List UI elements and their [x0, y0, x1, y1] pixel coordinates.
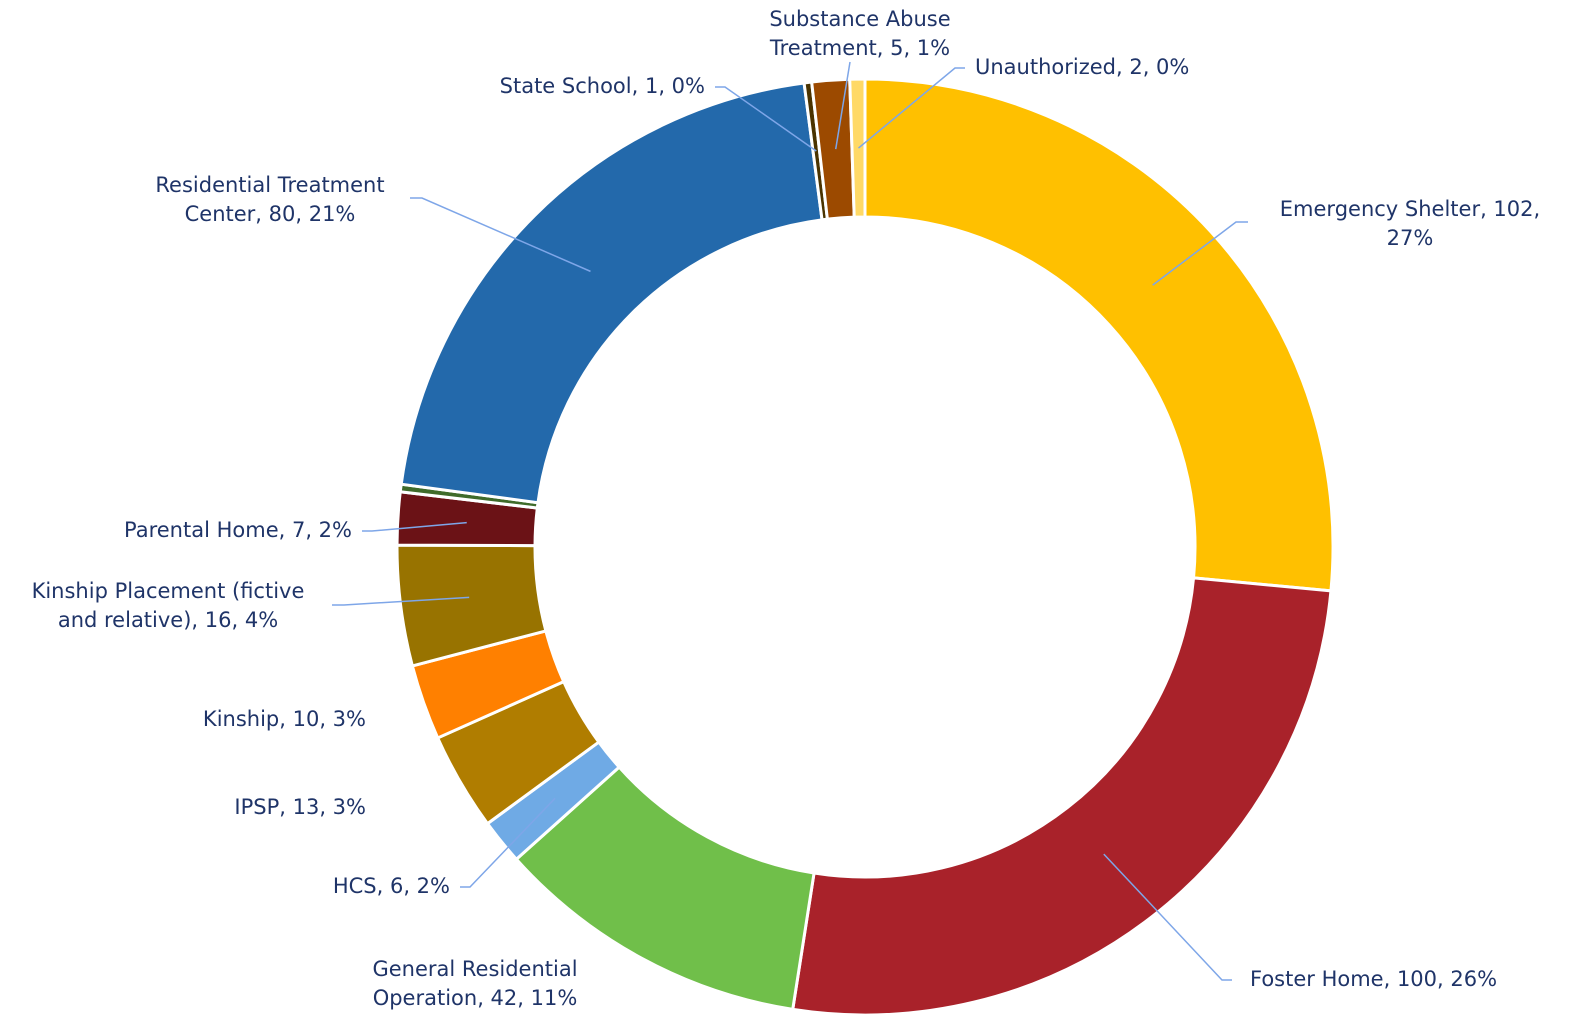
slice	[863, 77, 1335, 593]
data-label: Kinship, 10, 3%	[203, 707, 366, 731]
data-label: General Residential	[372, 957, 577, 981]
slice	[791, 576, 1333, 1017]
data-label: Operation, 42, 11%	[373, 986, 578, 1010]
leader-line	[362, 521, 467, 532]
data-label: Residential Treatment	[155, 173, 384, 197]
data-label: HCS, 6, 2%	[333, 874, 450, 898]
leader-line	[460, 797, 556, 888]
data-label: Center, 80, 21%	[185, 202, 356, 226]
leader-line	[410, 197, 591, 273]
data-label: 27%	[1387, 226, 1434, 250]
data-label: State School, 1, 0%	[500, 74, 705, 98]
data-label: Substance Abuse	[769, 7, 950, 31]
leader-line	[1152, 221, 1248, 286]
data-label: Treatment, 5, 1%	[769, 36, 950, 60]
data-label: IPSP, 13, 3%	[234, 795, 366, 819]
slice	[399, 81, 824, 505]
leader-line	[332, 596, 470, 606]
data-label: and relative), 16, 4%	[58, 608, 278, 632]
data-label: Emergency Shelter, 102,	[1280, 197, 1540, 221]
data-label: Foster Home, 100, 26%	[1250, 967, 1497, 991]
leader-line	[834, 61, 851, 150]
leader-line	[1103, 853, 1232, 981]
leader-line	[858, 67, 965, 149]
slice	[848, 77, 867, 219]
data-label: Kinship Placement (fictive	[32, 579, 305, 603]
data-label: Parental Home, 7, 2%	[124, 518, 352, 542]
data-label: Unauthorized, 2, 0%	[975, 55, 1189, 79]
leader-line	[715, 86, 817, 152]
